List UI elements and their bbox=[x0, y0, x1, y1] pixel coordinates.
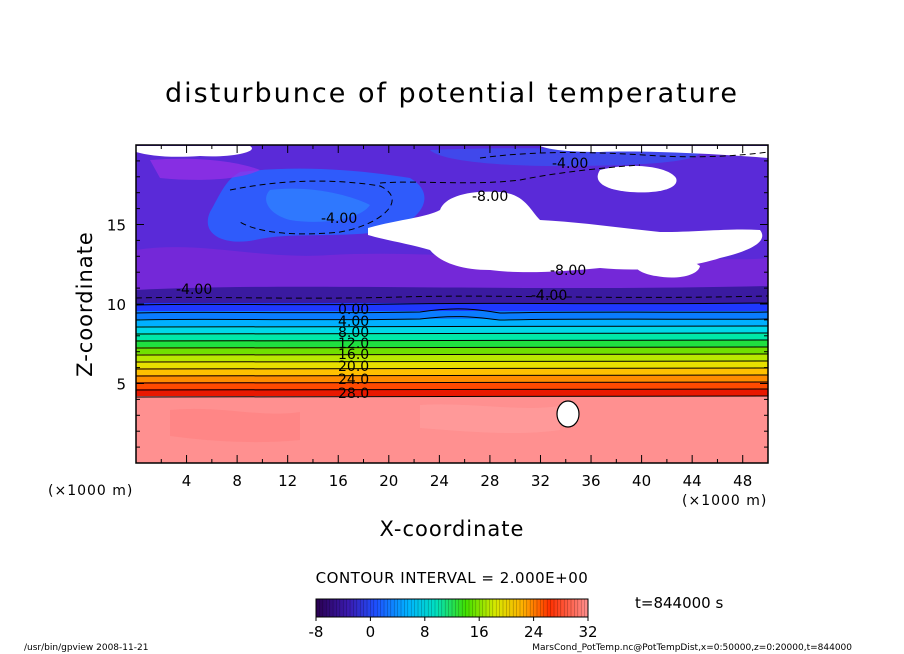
footer-right: MarsCond_PotTemp.nc@PotTempDist,x=0:5000… bbox=[532, 643, 852, 653]
x-tick-label: 4 bbox=[182, 472, 192, 490]
contour-label: 24.0 bbox=[338, 372, 369, 388]
y-tick-label: 5 bbox=[116, 376, 126, 394]
x-tick-label: 32 bbox=[531, 472, 550, 490]
colorbar-tick-label: 8 bbox=[420, 623, 430, 641]
contour-label: 8.00 bbox=[338, 325, 369, 341]
contour-label: 0.00 bbox=[338, 302, 369, 318]
heatmap-field bbox=[136, 145, 768, 463]
x-tick-label: 40 bbox=[632, 472, 651, 490]
colorbar-tick-label: 0 bbox=[366, 623, 376, 641]
x-axis-unit: (×1000 m) bbox=[682, 493, 767, 509]
contour-label: -4.00 bbox=[552, 156, 588, 172]
colorbar-tick-label: 24 bbox=[524, 623, 543, 641]
chart-title: disturbunce of potential temperature bbox=[165, 78, 739, 109]
x-tick-label: 44 bbox=[683, 472, 702, 490]
y-tick-label: 15 bbox=[107, 217, 126, 235]
colorbar-tick-label: 32 bbox=[578, 623, 597, 641]
x-axis: 4 8 12 16 20 24 28 32 36 40 44 48 bbox=[160, 145, 752, 490]
contour-label: 4.00 bbox=[338, 314, 369, 330]
x-tick-label: 16 bbox=[329, 472, 348, 490]
y-axis-title: Z-coordinate bbox=[73, 231, 97, 377]
footer-left: /usr/bin/gpview 2008-11-21 bbox=[24, 643, 148, 653]
y-axis: 5 10 15 bbox=[107, 160, 768, 448]
x-tick-label: 48 bbox=[733, 472, 752, 490]
colorbar: -8 0 8 16 24 32 bbox=[309, 598, 598, 641]
contour-label: 16.0 bbox=[338, 347, 369, 363]
contour-label: -4.00 bbox=[321, 211, 357, 227]
x-axis-title: X-coordinate bbox=[380, 517, 525, 541]
contour-label: -8.00 bbox=[550, 263, 586, 279]
x-tick-label: 36 bbox=[581, 472, 600, 490]
time-label: t=844000 s bbox=[635, 594, 723, 612]
contour-label: 12.0 bbox=[338, 336, 369, 352]
x-tick-label: 12 bbox=[278, 472, 297, 490]
contour-label: -4.00 bbox=[176, 282, 212, 298]
colorbar-tick-label: 16 bbox=[470, 623, 489, 641]
y-tick-label: 10 bbox=[107, 296, 126, 314]
x-tick-label: 24 bbox=[430, 472, 449, 490]
contour-label: 20.0 bbox=[338, 359, 369, 375]
x-tick-label: 20 bbox=[379, 472, 398, 490]
x-tick-label: 28 bbox=[480, 472, 499, 490]
contour-interval-label: CONTOUR INTERVAL = 2.000E+00 bbox=[316, 569, 589, 587]
contour-label: 28.0 bbox=[338, 386, 369, 402]
contour-labels: -4.00 -8.00 -4.00 -8.00 -4.00 -4.00 0.00… bbox=[176, 156, 588, 402]
y-axis-unit: (×1000 m) bbox=[48, 483, 133, 499]
contour-label: -8.00 bbox=[472, 189, 508, 205]
contour-label: -4.00 bbox=[531, 288, 567, 304]
colorbar-tick-label: -8 bbox=[309, 623, 324, 641]
x-tick-label: 8 bbox=[232, 472, 242, 490]
